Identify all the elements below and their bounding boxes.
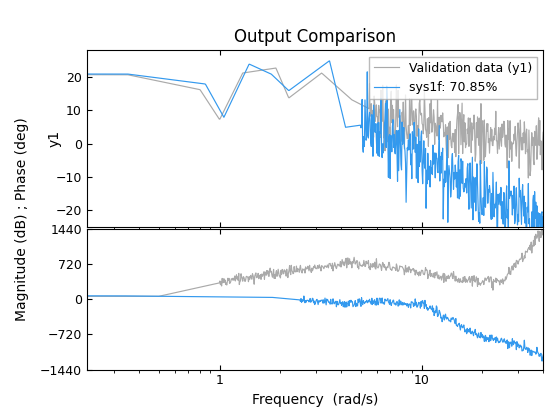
sys1f: 70.85%: (4.54, 5.19): 70.85%: (4.54, 5.19) <box>349 124 356 129</box>
sys1f: 70.85%: (3.5, 24.8): 70.85%: (3.5, 24.8) <box>326 58 333 63</box>
Validation data (y1) <box>111 72 118 77</box>
Legend: Validation data (y1), sys1f: 70.85%: Validation data (y1), sys1f: 70.85% <box>368 57 537 99</box>
sys1f: 70.85%: (6.09, -3.61): 70.85%: (6.09, -3.61) <box>375 153 381 158</box>
Text: y1: y1 <box>48 130 62 147</box>
Validation data (y1) <box>361 104 368 109</box>
sys1f: 70.85%: (0.22, 20.9): 70.85%: (0.22, 20.9) <box>83 71 90 76</box>
sys1f: 70.85%: (34.7, -33.1): 70.85%: (34.7, -33.1) <box>528 252 534 257</box>
Line: Validation data (y1): Validation data (y1) <box>87 68 543 178</box>
Validation data (y1) <box>273 66 279 71</box>
sys1f: 70.85%: (0.303, 20.9): 70.85%: (0.303, 20.9) <box>111 71 118 76</box>
sys1f: 70.85%: (11.5, -6.16): 70.85%: (11.5, -6.16) <box>430 162 437 167</box>
Validation data (y1) <box>525 176 531 181</box>
Validation data (y1) <box>477 163 484 168</box>
sys1f: 70.85%: (19.5, -5.11): 70.85%: (19.5, -5.11) <box>477 158 484 163</box>
sys1f: 70.85%: (40, -22): 70.85%: (40, -22) <box>540 214 547 219</box>
Title: Output Comparison: Output Comparison <box>234 28 396 46</box>
Validation data (y1) <box>349 97 356 102</box>
Validation data (y1) <box>430 107 437 112</box>
Text: Magnitude (dB) ; Phase (deg): Magnitude (dB) ; Phase (deg) <box>15 118 30 321</box>
Validation data (y1) <box>83 72 90 77</box>
sys1f: 70.85%: (5.21, -0.882): 70.85%: (5.21, -0.882) <box>361 144 368 149</box>
Validation data (y1) <box>540 130 547 135</box>
Validation data (y1) <box>375 133 381 138</box>
Line: sys1f: 70.85%: sys1f: 70.85% <box>87 61 543 254</box>
X-axis label: Frequency  (rad/s): Frequency (rad/s) <box>252 393 378 407</box>
